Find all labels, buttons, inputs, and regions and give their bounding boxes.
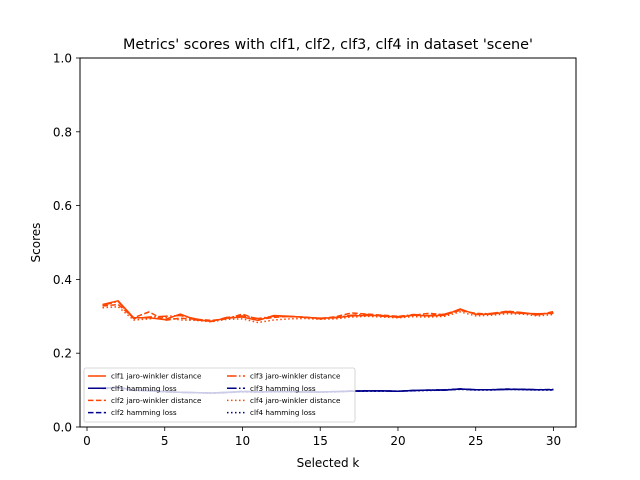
y-tick-label: 0.0 [53,421,72,435]
x-tick-label: 30 [546,434,561,448]
y-axis-label: Scores [29,223,43,263]
x-tick-label: 0 [83,434,91,448]
y-tick-label: 0.2 [53,347,72,361]
x-tick-label: 20 [390,434,405,448]
x-tick-label: 10 [235,434,250,448]
chart-title: Metrics' scores with clf1, clf2, clf3, c… [123,37,533,53]
x-tick-label: 25 [468,434,483,448]
legend-label: clf4 jaro-winkler distance [250,396,341,405]
y-tick-label: 0.8 [53,125,72,139]
y-tick-label: 0.6 [53,199,72,213]
legend-box [83,367,356,423]
x-axis-label: Selected k [297,456,360,470]
axes-frame [79,57,577,428]
legend-label: clf3 jaro-winkler distance [250,372,341,381]
y-tick-label: 1.0 [53,52,72,66]
y-axis: 0.0 0.2 0.4 0.6 0.8 1.0 [53,52,80,435]
x-tick-label: 15 [313,434,328,448]
legend-label: clf1 jaro-winkler distance [111,372,202,381]
x-axis: 0 5 10 15 20 25 30 [83,427,561,448]
legend-label: clf4 hamming loss [250,408,316,417]
x-tick-label: 5 [161,434,169,448]
series-line-clf4-jaro-winkler-distance [102,305,554,324]
series-line-clf3-jaro-winkler-distance [102,300,554,323]
legend-label: clf2 jaro-winkler distance [111,396,202,405]
y-tick-label: 0.4 [53,273,72,287]
legend-label: clf1 hamming loss [111,384,177,393]
series-line-clf4-hamming-loss [102,387,554,395]
legend: clf1 jaro-winkler distance clf1 hamming l… [83,367,356,423]
legend-label: clf2 hamming loss [111,408,177,417]
legend-label: clf3 hamming loss [250,384,316,393]
